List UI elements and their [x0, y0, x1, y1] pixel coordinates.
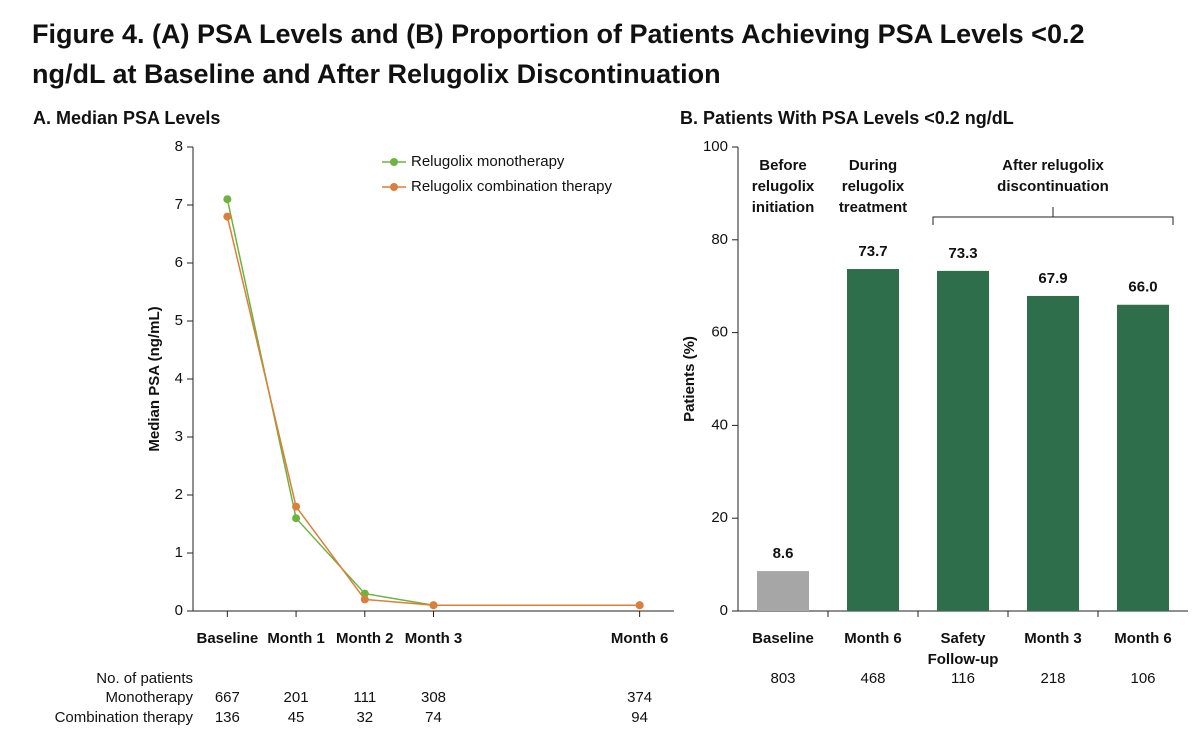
y-tick-label: 80 [711, 231, 728, 248]
point [223, 212, 232, 221]
legend-label: Relugolix combination therapy [411, 178, 612, 195]
bar [1117, 304, 1169, 611]
y-tick-label: 20 [711, 509, 728, 526]
y-tick-label: 100 [703, 138, 728, 155]
y-tick-label: 0 [720, 602, 728, 619]
count: 218 [1040, 670, 1065, 687]
x-tick-label: Month 2 [336, 630, 394, 647]
count: 468 [860, 670, 885, 687]
y-axis-label: Median PSA (ng/mL) [146, 306, 163, 451]
x-tick-label: Month 1 [267, 630, 325, 647]
group-label: During relugolix treatment [838, 157, 908, 216]
x-tick-label: Month 6 [844, 630, 902, 647]
point [635, 601, 644, 610]
y-tick-label: 60 [711, 324, 728, 341]
x-tick-label: Month 3 [1024, 630, 1082, 647]
panel-title: A. Median PSA Levels [33, 108, 221, 128]
point [429, 601, 438, 610]
y-axis-label: Patients (%) [681, 336, 698, 422]
count: 667 [215, 689, 240, 706]
legend-marker [390, 183, 398, 191]
figure-title: Figure 4. (A) PSA Levels and (B) Proport… [32, 19, 1085, 89]
x-tick-label: Month 3 [405, 630, 463, 647]
x-tick-label: Baseline [752, 630, 814, 647]
bar [847, 269, 899, 611]
value-label: 73.7 [858, 243, 887, 260]
count: 308 [421, 689, 446, 706]
count: 74 [425, 709, 442, 726]
y-tick-label: 0 [175, 602, 183, 619]
value-label: 73.3 [948, 245, 977, 262]
y-tick-label: 2 [175, 486, 183, 503]
count: 32 [356, 709, 373, 726]
count: 136 [215, 709, 240, 726]
counts-row-label: Combination therapy [55, 709, 194, 726]
group-bracket [932, 207, 1174, 225]
group-label: After relugolix discontinuation [997, 157, 1109, 195]
count: 111 [353, 689, 376, 706]
count: 106 [1130, 670, 1155, 687]
count: 116 [951, 670, 975, 687]
value-label: 8.6 [773, 545, 794, 562]
x-tick-label: Safety Follow-up [927, 630, 999, 668]
point [360, 595, 369, 604]
y-tick-label: 5 [175, 312, 183, 329]
value-label: 67.9 [1038, 270, 1067, 287]
y-tick-label: 3 [175, 428, 183, 445]
point [292, 502, 301, 511]
y-tick-label: 7 [175, 196, 183, 213]
count: 45 [288, 709, 305, 726]
bar [757, 571, 809, 611]
count: 94 [631, 709, 648, 726]
counts-label: No. of patients [96, 670, 193, 687]
count: 201 [284, 689, 309, 706]
x-tick-label: Month 6 [611, 630, 669, 647]
value-label: 66.0 [1128, 279, 1157, 296]
bar [1027, 295, 1079, 611]
y-tick-label: 8 [175, 138, 183, 155]
count: 803 [770, 670, 795, 687]
line [226, 216, 640, 606]
panel-title: B. Patients With PSA Levels <0.2 ng/dL [680, 108, 1014, 128]
line [226, 199, 640, 606]
y-tick-label: 6 [175, 254, 183, 271]
y-tick-label: 1 [175, 544, 183, 561]
x-tick-label: Month 6 [1114, 630, 1172, 647]
y-tick-label: 4 [175, 370, 183, 387]
count: 374 [627, 689, 652, 706]
legend-label: Relugolix monotherapy [411, 153, 565, 170]
point [292, 514, 301, 523]
legend-marker [390, 158, 398, 166]
group-label: Before relugolix initiation [751, 157, 815, 216]
x-tick-label: Baseline [197, 630, 259, 647]
bar [937, 270, 989, 611]
y-tick-label: 40 [711, 416, 728, 433]
point [223, 195, 232, 204]
counts-row-label: Monotherapy [105, 689, 193, 706]
